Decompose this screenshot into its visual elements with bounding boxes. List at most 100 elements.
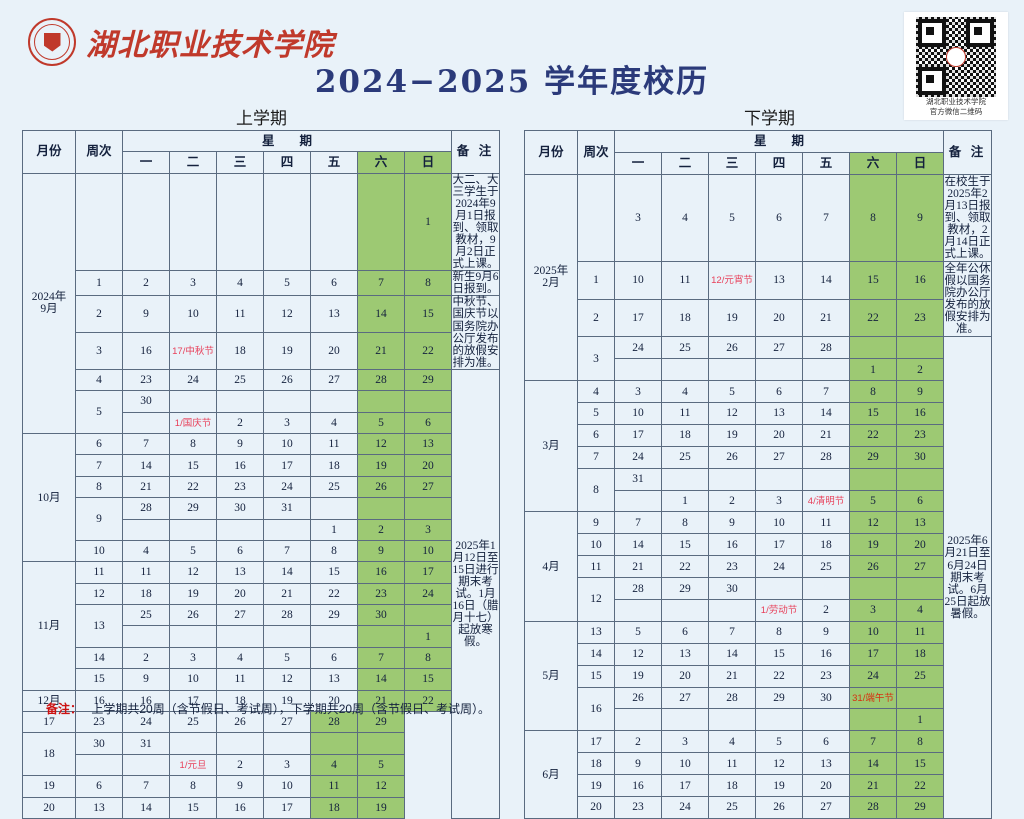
day-cell[interactable]: 17 xyxy=(661,774,709,798)
week-number[interactable]: 19 xyxy=(577,774,615,798)
day-cell[interactable]: 1 xyxy=(310,518,358,541)
day-cell[interactable] xyxy=(357,390,405,413)
day-cell[interactable]: 19 xyxy=(263,332,311,370)
day-cell[interactable]: 4 xyxy=(896,599,944,622)
day-cell[interactable]: 5 xyxy=(708,173,756,263)
day-cell[interactable]: 10 xyxy=(404,539,452,563)
day-cell[interactable]: 24 xyxy=(263,475,311,499)
day-cell[interactable]: 29 xyxy=(310,604,358,627)
day-cell[interactable]: 21 xyxy=(122,475,170,499)
day-cell[interactable]: 3 xyxy=(263,753,311,777)
day-cell[interactable]: 10 xyxy=(169,668,217,691)
week-number[interactable]: 20 xyxy=(577,796,615,819)
day-cell[interactable] xyxy=(75,753,123,777)
day-cell[interactable]: 1 xyxy=(896,708,944,732)
day-cell[interactable]: 1 xyxy=(404,172,452,272)
week-number[interactable]: 9 xyxy=(577,511,615,535)
day-cell[interactable]: 26 xyxy=(708,336,756,360)
day-cell[interactable]: 17 xyxy=(849,642,897,666)
day-cell[interactable]: 16 xyxy=(216,796,264,819)
week-number[interactable]: 3 xyxy=(577,336,615,382)
day-cell[interactable]: 19 xyxy=(849,533,897,557)
week-number[interactable]: 10 xyxy=(75,539,123,563)
day-cell[interactable] xyxy=(169,518,217,541)
day-cell[interactable]: 12 xyxy=(755,752,803,776)
day-cell[interactable]: 25 xyxy=(661,336,709,360)
day-cell[interactable]: 16 xyxy=(896,401,944,425)
day-cell[interactable] xyxy=(708,599,756,622)
day-cell[interactable]: 6 xyxy=(310,646,358,670)
day-cell[interactable]: 29 xyxy=(404,368,452,392)
day-cell[interactable]: 20 xyxy=(755,423,803,447)
day-cell[interactable] xyxy=(263,732,311,755)
day-cell[interactable] xyxy=(849,467,897,491)
day-cell[interactable]: 19 xyxy=(169,582,217,606)
week-number[interactable]: 12 xyxy=(577,577,615,622)
day-cell[interactable] xyxy=(263,172,311,272)
day-cell[interactable]: 26 xyxy=(263,368,311,392)
day-cell[interactable]: 5 xyxy=(263,646,311,670)
day-cell[interactable]: 15 xyxy=(849,261,897,300)
day-cell[interactable] xyxy=(122,518,170,541)
week-number[interactable]: 19 xyxy=(22,775,76,798)
day-cell[interactable]: 1 xyxy=(849,358,897,382)
day-cell[interactable]: 7 xyxy=(122,432,170,456)
day-cell[interactable]: 23 xyxy=(802,664,850,688)
day-cell[interactable]: 6 xyxy=(896,489,944,513)
day-cell[interactable] xyxy=(404,390,452,413)
wechat-qr-card[interactable]: 湖北职业技术学院 官方微信二维码 xyxy=(904,12,1008,121)
day-cell[interactable] xyxy=(122,625,170,648)
day-cell[interactable]: 6 xyxy=(802,730,850,754)
day-cell[interactable]: 13 xyxy=(755,261,803,300)
day-cell[interactable]: 3 xyxy=(614,380,662,403)
day-cell[interactable]: 27 xyxy=(755,445,803,469)
day-cell[interactable] xyxy=(357,625,405,648)
day-cell[interactable]: 14 xyxy=(708,642,756,666)
festival-day-cell[interactable]: 12/元宵节 xyxy=(708,261,756,300)
day-cell[interactable]: 27 xyxy=(404,475,452,499)
day-cell[interactable]: 4 xyxy=(708,730,756,754)
day-cell[interactable]: 14 xyxy=(849,752,897,776)
day-cell[interactable]: 4 xyxy=(661,173,709,263)
day-cell[interactable]: 16 xyxy=(357,561,405,584)
day-cell[interactable]: 3 xyxy=(169,270,217,297)
day-cell[interactable]: 9 xyxy=(896,173,944,263)
day-cell[interactable]: 20 xyxy=(896,533,944,557)
day-cell[interactable]: 24 xyxy=(614,336,662,360)
day-cell[interactable] xyxy=(802,577,850,600)
day-cell[interactable]: 22 xyxy=(169,475,217,499)
day-cell[interactable] xyxy=(263,390,311,413)
week-number[interactable]: 7 xyxy=(75,454,123,477)
day-cell[interactable]: 23 xyxy=(357,582,405,606)
day-cell[interactable]: 13 xyxy=(216,561,264,584)
day-cell[interactable]: 27 xyxy=(896,555,944,579)
day-cell[interactable]: 2 xyxy=(122,646,170,670)
week-number[interactable]: 9 xyxy=(75,497,123,541)
day-cell[interactable]: 21 xyxy=(802,298,850,338)
day-cell[interactable]: 18 xyxy=(661,423,709,447)
week-number[interactable]: 13 xyxy=(75,604,123,648)
day-cell[interactable]: 12 xyxy=(263,668,311,691)
day-cell[interactable]: 14 xyxy=(357,295,405,334)
day-cell[interactable]: 16 xyxy=(614,774,662,798)
day-cell[interactable]: 15 xyxy=(404,668,452,691)
day-cell[interactable]: 21 xyxy=(614,555,662,579)
day-cell[interactable]: 21 xyxy=(263,582,311,606)
festival-day-cell[interactable]: 31/端午节 xyxy=(849,686,897,710)
week-number[interactable]: 6 xyxy=(577,423,615,447)
day-cell[interactable] xyxy=(661,708,709,732)
day-cell[interactable]: 24 xyxy=(661,796,709,819)
day-cell[interactable]: 19 xyxy=(708,423,756,447)
day-cell[interactable]: 21 xyxy=(708,664,756,688)
day-cell[interactable]: 16 xyxy=(896,261,944,300)
day-cell[interactable]: 26 xyxy=(357,475,405,499)
day-cell[interactable]: 8 xyxy=(849,380,897,403)
day-cell[interactable] xyxy=(849,577,897,600)
day-cell[interactable] xyxy=(310,732,358,755)
day-cell[interactable]: 10 xyxy=(849,620,897,644)
day-cell[interactable]: 11 xyxy=(896,620,944,644)
day-cell[interactable] xyxy=(357,172,405,272)
week-number[interactable]: 15 xyxy=(577,664,615,688)
day-cell[interactable]: 17 xyxy=(614,423,662,447)
day-cell[interactable]: 14 xyxy=(122,454,170,477)
